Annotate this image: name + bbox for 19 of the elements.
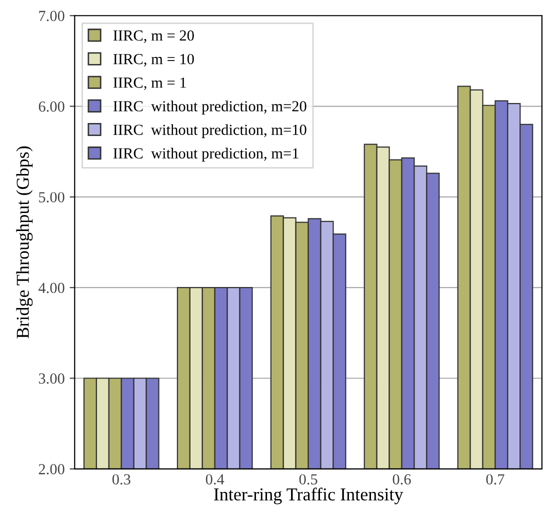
x-tick-label: 0.6 bbox=[392, 474, 411, 485]
x-tick-label: 0.3 bbox=[112, 474, 130, 485]
legend-label: IIRC without prediction, m=20 bbox=[113, 100, 306, 115]
legend-label: IIRC, m = 1 bbox=[113, 78, 186, 90]
y-tick-label: 7.00 bbox=[39, 10, 64, 22]
y-tick-label: 2.00 bbox=[38, 464, 64, 474]
y-tick-label: 3.00 bbox=[38, 373, 64, 384]
legend-label: IIRC without prediction, m=10 bbox=[113, 124, 306, 138]
legend-label: IIRC, m = 10 bbox=[113, 54, 194, 66]
y-tick-label: 5.00 bbox=[39, 192, 64, 202]
y-tick-label: 4.00 bbox=[38, 282, 64, 294]
y-axis-title: Bridge Throughput (Gbps) bbox=[16, 146, 33, 338]
x-axis-title: Inter-ring Traffic Intensity bbox=[214, 488, 404, 504]
y-tick-label: 6.00 bbox=[38, 101, 64, 112]
x-tick-label: 0.7 bbox=[486, 474, 504, 485]
legend-label: IIRC, m = 20 bbox=[113, 30, 194, 43]
x-tick-label: 0.5 bbox=[299, 474, 318, 485]
x-tick-label: 0.4 bbox=[206, 474, 224, 485]
legend-label: IIRC without prediction, m=1 bbox=[113, 148, 298, 162]
